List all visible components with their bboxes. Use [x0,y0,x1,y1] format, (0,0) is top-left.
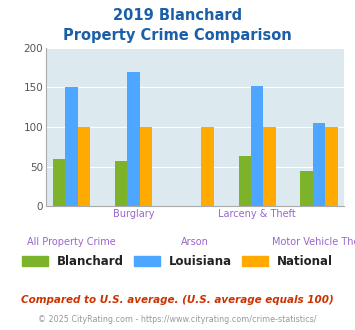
Text: Property Crime Comparison: Property Crime Comparison [63,28,292,43]
Bar [53,159,65,206]
Text: Arson: Arson [181,237,209,247]
Bar [263,127,276,206]
Legend: Blanchard, Louisiana, National: Blanchard, Louisiana, National [22,255,333,268]
Bar [201,127,214,206]
Text: 2019 Blanchard: 2019 Blanchard [113,8,242,23]
Bar [65,87,78,206]
Bar [251,86,263,206]
Bar [140,127,152,206]
Bar [127,72,140,206]
Bar [239,156,251,206]
Bar [115,161,127,206]
Bar [313,123,325,206]
Bar [78,127,90,206]
Text: Motor Vehicle Theft: Motor Vehicle Theft [272,237,355,247]
Text: © 2025 CityRating.com - https://www.cityrating.com/crime-statistics/: © 2025 CityRating.com - https://www.city… [38,315,317,324]
Bar [325,127,338,206]
Text: All Property Crime: All Property Crime [27,237,116,247]
Text: Compared to U.S. average. (U.S. average equals 100): Compared to U.S. average. (U.S. average … [21,295,334,305]
Bar [300,171,313,206]
